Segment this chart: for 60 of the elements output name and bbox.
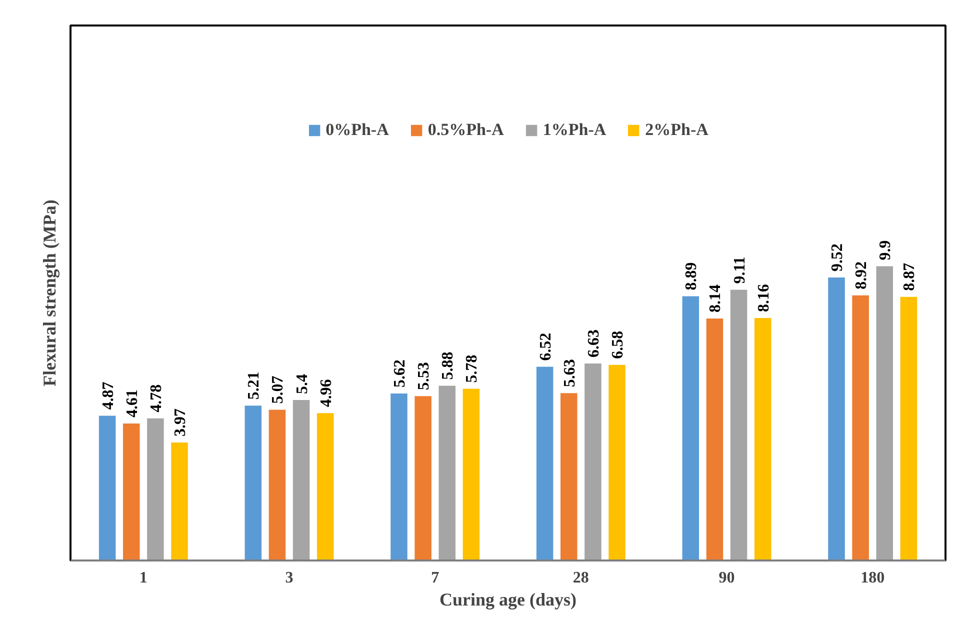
bar (462, 388, 480, 560)
bar (244, 406, 262, 560)
bar (98, 416, 116, 560)
data-label: 5.78 (464, 354, 481, 383)
data-label: 4.96 (318, 379, 335, 408)
bar (414, 396, 432, 560)
x-axis-title: Curing age (days) (440, 590, 577, 610)
x-tick-label: 1 (139, 570, 148, 586)
data-label: 5.53 (416, 362, 433, 390)
bar (438, 386, 456, 560)
bar (876, 266, 893, 560)
data-label: 8.89 (683, 262, 700, 290)
data-label: 8.92 (853, 261, 870, 290)
data-label: 5.07 (270, 376, 287, 404)
bar (316, 413, 334, 560)
x-tick-label: 90 (718, 570, 735, 586)
data-label: 8.14 (707, 284, 724, 313)
bar (584, 363, 602, 560)
data-label: 4.87 (100, 382, 117, 410)
x-tick-label: 7 (431, 570, 440, 586)
y-axis-title: Flexural strength (MPa) (40, 200, 60, 386)
bar (536, 366, 554, 560)
data-label: 8.87 (901, 262, 918, 291)
data-label: 6.58 (610, 330, 627, 359)
data-label: 5.4 (294, 374, 311, 394)
data-label: 5.21 (246, 372, 263, 400)
bar (852, 295, 869, 560)
x-tick-label: 3 (285, 570, 294, 586)
bar (171, 442, 188, 560)
legend-label: 2%Ph-A (645, 120, 708, 140)
bar (900, 296, 918, 560)
data-label: 4.78 (148, 384, 165, 412)
data-label: 6.52 (537, 332, 554, 361)
bar (682, 296, 700, 560)
x-tick-label: 28 (572, 570, 589, 586)
data-label: 9.9 (877, 240, 894, 260)
bar (560, 393, 578, 560)
legend-label: 1%Ph-A (542, 120, 606, 140)
bar (268, 410, 286, 560)
data-label: 3.97 (172, 408, 190, 437)
data-label: 4.61 (124, 389, 141, 418)
data-label: 9.52 (828, 244, 846, 272)
legend-label: 0.5%Ph-A (428, 120, 504, 140)
data-label: 5.88 (440, 352, 457, 380)
data-label: 5.63 (561, 359, 578, 388)
legend-label: 0%Ph-A (326, 120, 389, 140)
x-tick-label: 180 (860, 570, 885, 586)
bar (147, 418, 164, 560)
bar (292, 400, 310, 560)
bar (123, 423, 140, 560)
bar (706, 318, 724, 560)
data-label: 8.16 (755, 284, 772, 312)
bar (754, 318, 772, 560)
bar (608, 364, 626, 560)
data-label: 9.11 (731, 256, 748, 284)
bar (390, 393, 408, 560)
bar (730, 290, 748, 560)
bar (828, 278, 845, 560)
data-label: 5.62 (391, 359, 408, 388)
data-label: 6.63 (585, 329, 602, 358)
